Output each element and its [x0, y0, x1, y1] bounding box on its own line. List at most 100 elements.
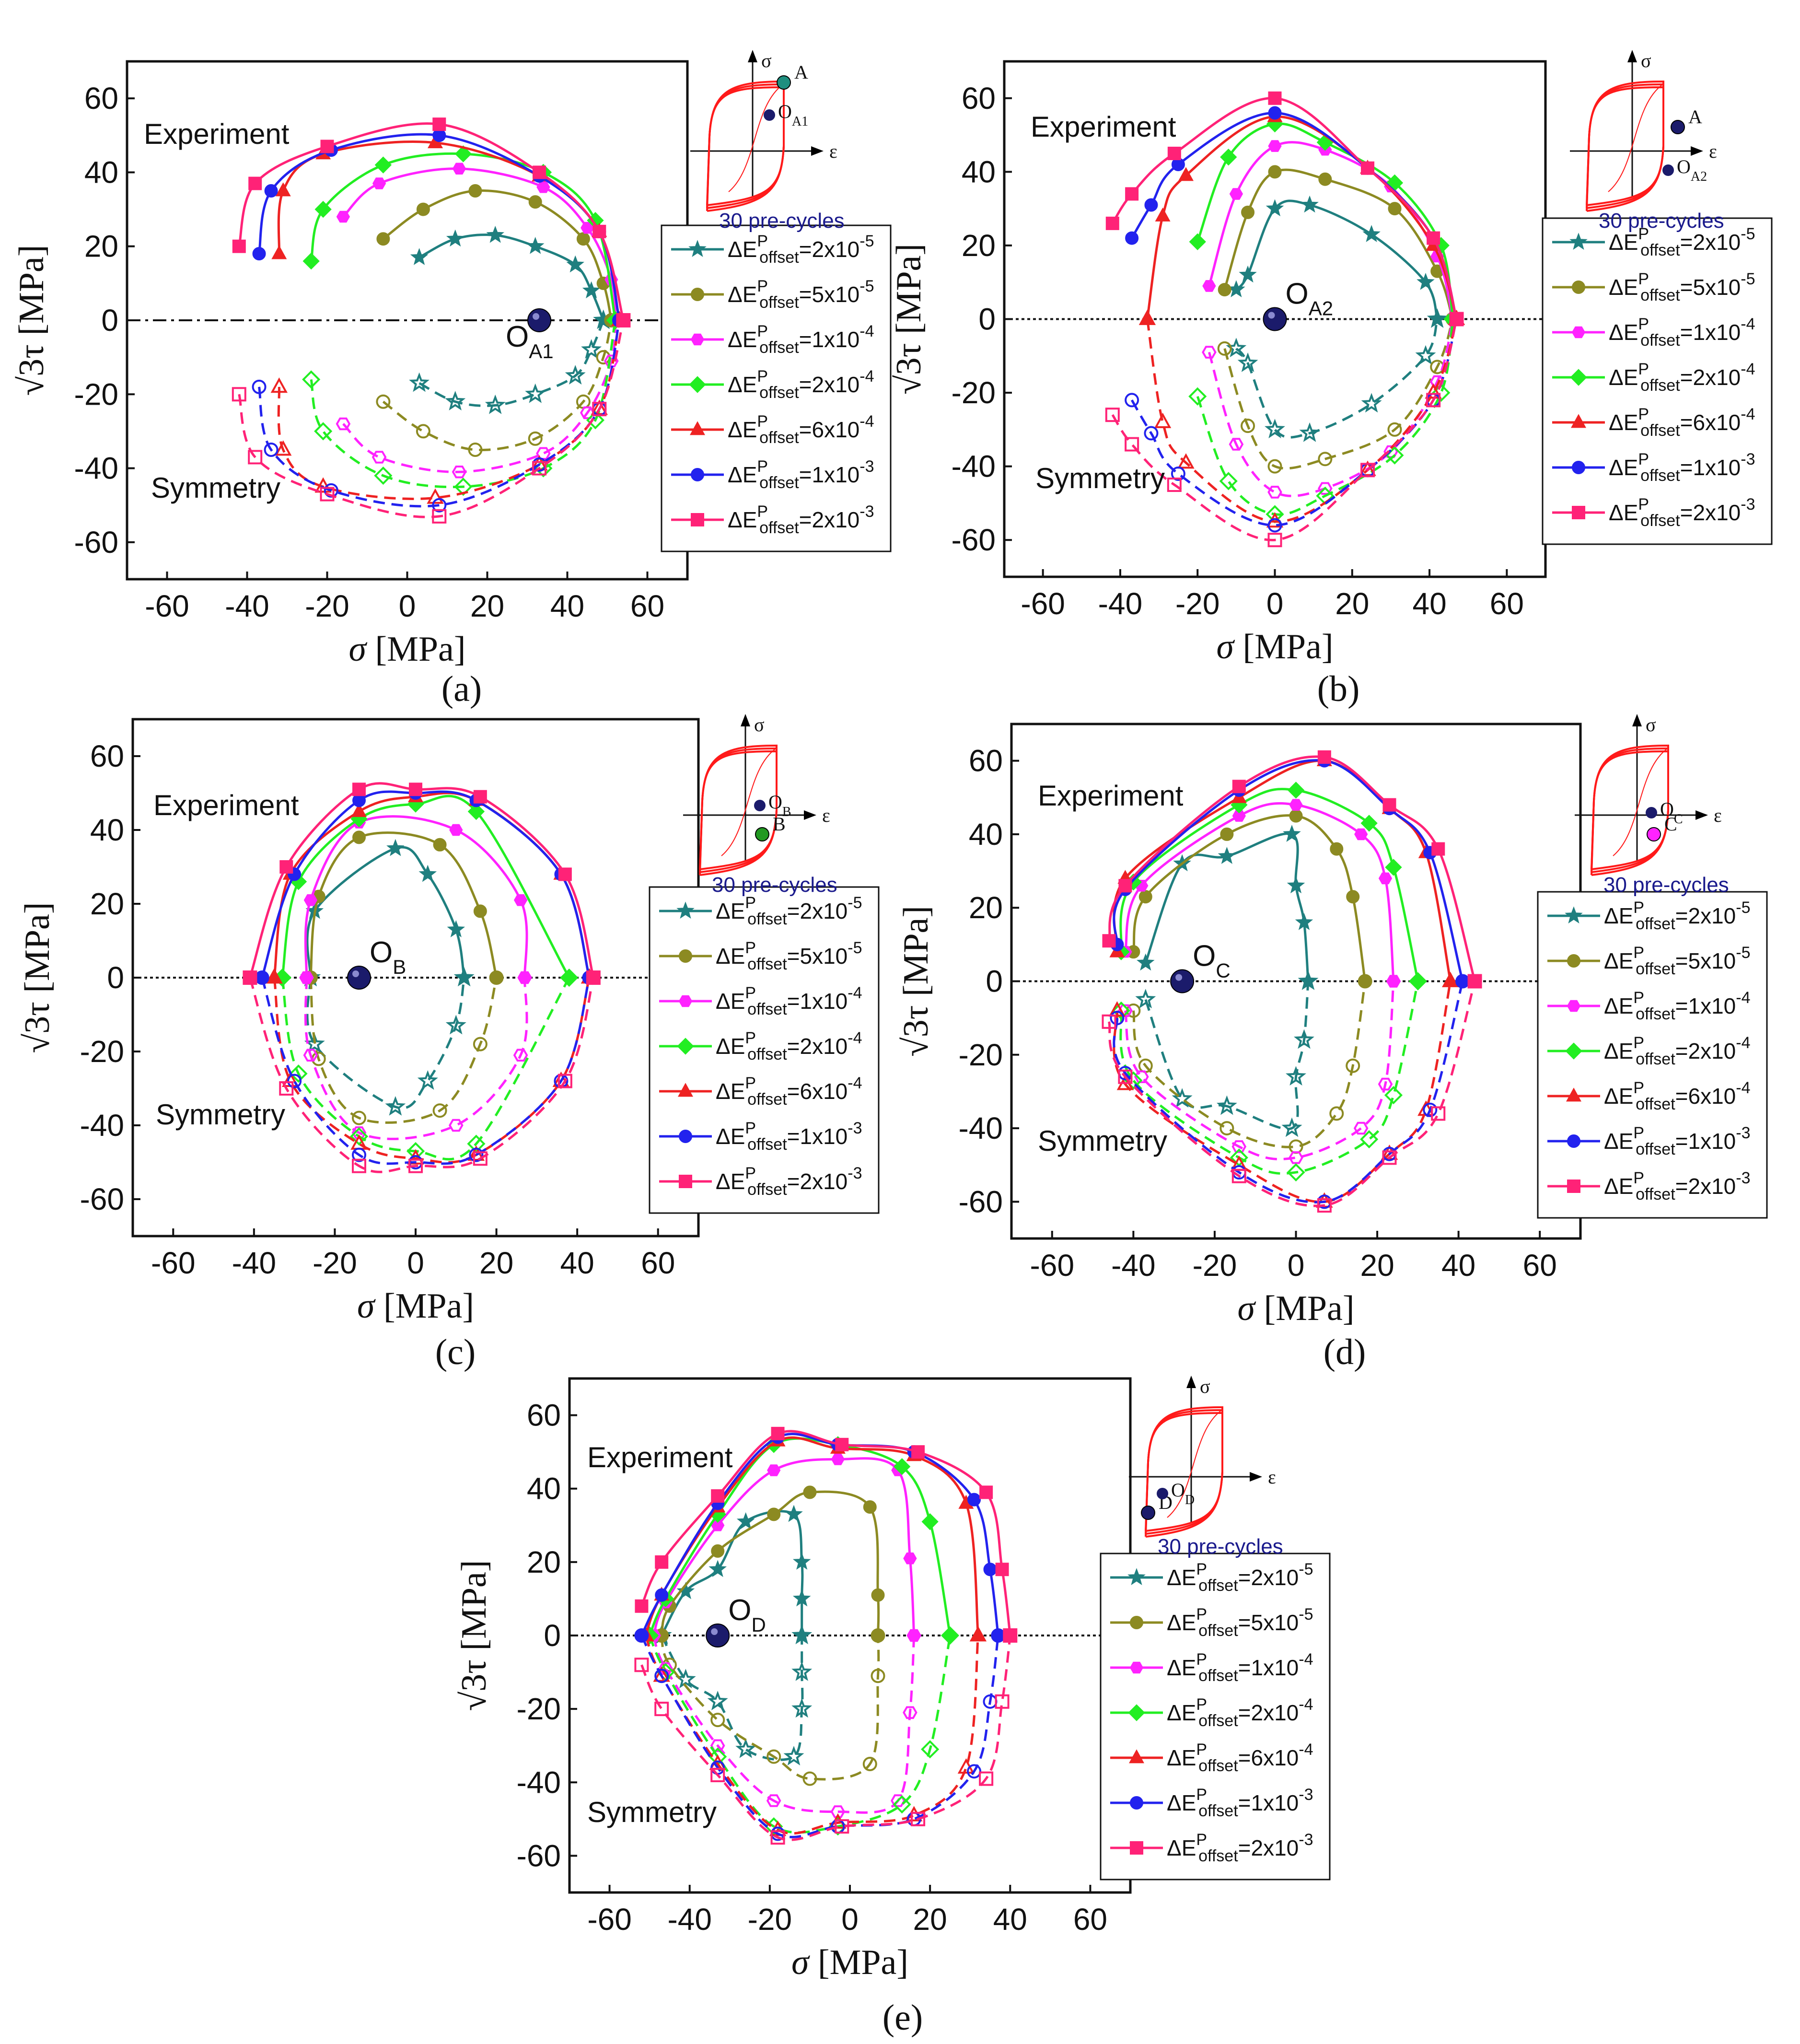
- legend-entry: ΔEP offset=1x10-3: [716, 1119, 862, 1154]
- symmetry-point: [468, 443, 483, 457]
- symmetry-curve: [306, 977, 465, 1110]
- legend-marker: [1129, 1661, 1144, 1674]
- symmetry-point: [707, 1691, 728, 1711]
- symmetry-point: [385, 1096, 406, 1116]
- legend-marker: [1571, 326, 1586, 339]
- legend-marker: [1572, 461, 1585, 474]
- symmetry-point: [232, 387, 246, 402]
- x-tick-label: 60: [1523, 1248, 1557, 1283]
- legend-prefix: ΔE: [1604, 993, 1633, 1018]
- symmetry-point: [1118, 1004, 1133, 1017]
- legend-value: =1x10: [799, 462, 860, 487]
- inset-loop: [699, 750, 778, 870]
- data-point: [1354, 828, 1368, 841]
- data-point: [1361, 161, 1375, 175]
- symmetry-point: [1316, 1192, 1333, 1208]
- legend-entry: ΔEP offset=6x10-4: [1167, 1740, 1313, 1775]
- reference-point-sub: D: [751, 1613, 766, 1636]
- symmetry-point: [969, 1626, 987, 1642]
- legend-sup: P: [745, 939, 756, 957]
- legend-sub: offset: [1636, 1185, 1675, 1203]
- inset-eps-label: ε: [822, 805, 830, 826]
- x-tick-label: 0: [1288, 1248, 1305, 1283]
- reference-point: [1263, 307, 1287, 331]
- data-point: [386, 839, 405, 856]
- y-tick-label: 60: [969, 744, 1003, 778]
- legend-exp: -4: [1736, 1034, 1750, 1052]
- legend-marker: [689, 376, 706, 393]
- data-point: [1283, 825, 1301, 842]
- legend-exp: -4: [1741, 315, 1755, 333]
- legend-prefix: ΔE: [1609, 275, 1638, 300]
- legend-exp: -3: [1736, 1124, 1750, 1142]
- data-point: [279, 860, 293, 874]
- data-point: [536, 181, 550, 193]
- legend-sup: P: [757, 277, 768, 295]
- series-1: [300, 839, 475, 1116]
- legend-sup: P: [1633, 1079, 1644, 1097]
- legend-sub: offset: [747, 910, 787, 928]
- legend-sub: offset: [1640, 286, 1680, 304]
- symmetry-point: [557, 1074, 572, 1088]
- symmetry-point: [1317, 1198, 1332, 1213]
- symmetry-point: [1286, 1066, 1306, 1086]
- legend-sup: P: [1633, 899, 1644, 917]
- data-point: [1287, 876, 1305, 894]
- data-point: [635, 1599, 649, 1613]
- inset-eps-arrow: [1250, 1472, 1262, 1482]
- y-tick-label: -20: [74, 377, 119, 411]
- legend-sup: P: [1196, 1786, 1207, 1804]
- reference-point-sub: A1: [529, 340, 553, 362]
- legend-value: =1x10: [1238, 1655, 1299, 1680]
- data-point: [352, 830, 366, 844]
- legend-prefix: ΔE: [1609, 410, 1638, 435]
- x-tick-label: -20: [313, 1246, 357, 1280]
- legend-prefix: ΔE: [728, 507, 757, 532]
- legend-marker: [1565, 1042, 1582, 1060]
- symmetry-point: [1382, 1150, 1397, 1165]
- y-axis-label: √3τ [MPa]: [12, 245, 51, 396]
- legend-sub: offset: [1636, 1050, 1675, 1068]
- data-point: [447, 920, 465, 937]
- panel-caption: (c): [435, 1332, 476, 1372]
- symmetry-point: [1267, 486, 1282, 499]
- symmetry-point: [264, 443, 279, 457]
- data-point: [1382, 798, 1396, 812]
- symmetry-curve: [261, 977, 591, 1165]
- symmetry-point: [1426, 393, 1441, 408]
- data-point: [771, 1426, 785, 1440]
- x-axis-label: σ [MPa]: [357, 1286, 474, 1326]
- data-point: [248, 176, 262, 190]
- symmetry-point: [1118, 1069, 1133, 1084]
- legend-entry: ΔEP offset=5x10-5: [1167, 1605, 1313, 1640]
- data-point: [473, 790, 487, 804]
- legend-value: =2x10: [787, 1169, 848, 1194]
- data-point: [1138, 890, 1152, 904]
- symmetry-point: [906, 1629, 922, 1642]
- legend-entry: ΔEP offset=6x10-4: [1604, 1079, 1751, 1113]
- legend-value: =6x10: [799, 417, 860, 442]
- x-axis-label: σ [MPa]: [1237, 1289, 1354, 1328]
- legend-prefix: ΔE: [1604, 948, 1633, 973]
- x-tick-label: 60: [1073, 1902, 1107, 1937]
- data-point: [1178, 167, 1194, 181]
- inset-eps-arrow: [1695, 810, 1708, 820]
- data-point: [1427, 231, 1440, 245]
- symmetry-point: [489, 970, 504, 985]
- inset-point-label: C: [1664, 813, 1677, 835]
- symmetry-point: [432, 509, 447, 524]
- legend-value: =2x10: [799, 507, 860, 532]
- data-point: [1289, 799, 1303, 811]
- data-point: [352, 783, 366, 796]
- legend-value: =1x10: [787, 989, 848, 1014]
- legend-sub: offset: [747, 1045, 787, 1063]
- x-axis-symbol: σ: [348, 630, 375, 669]
- symmetry-point: [835, 1819, 849, 1834]
- inset-origin-point: [764, 109, 775, 121]
- reference-point: [1170, 969, 1195, 993]
- x-tick-label: -60: [587, 1902, 632, 1937]
- data-point: [711, 1544, 725, 1558]
- x-tick-label: 60: [1490, 586, 1524, 621]
- legend-sup: P: [757, 502, 768, 521]
- data-point: [983, 1563, 997, 1577]
